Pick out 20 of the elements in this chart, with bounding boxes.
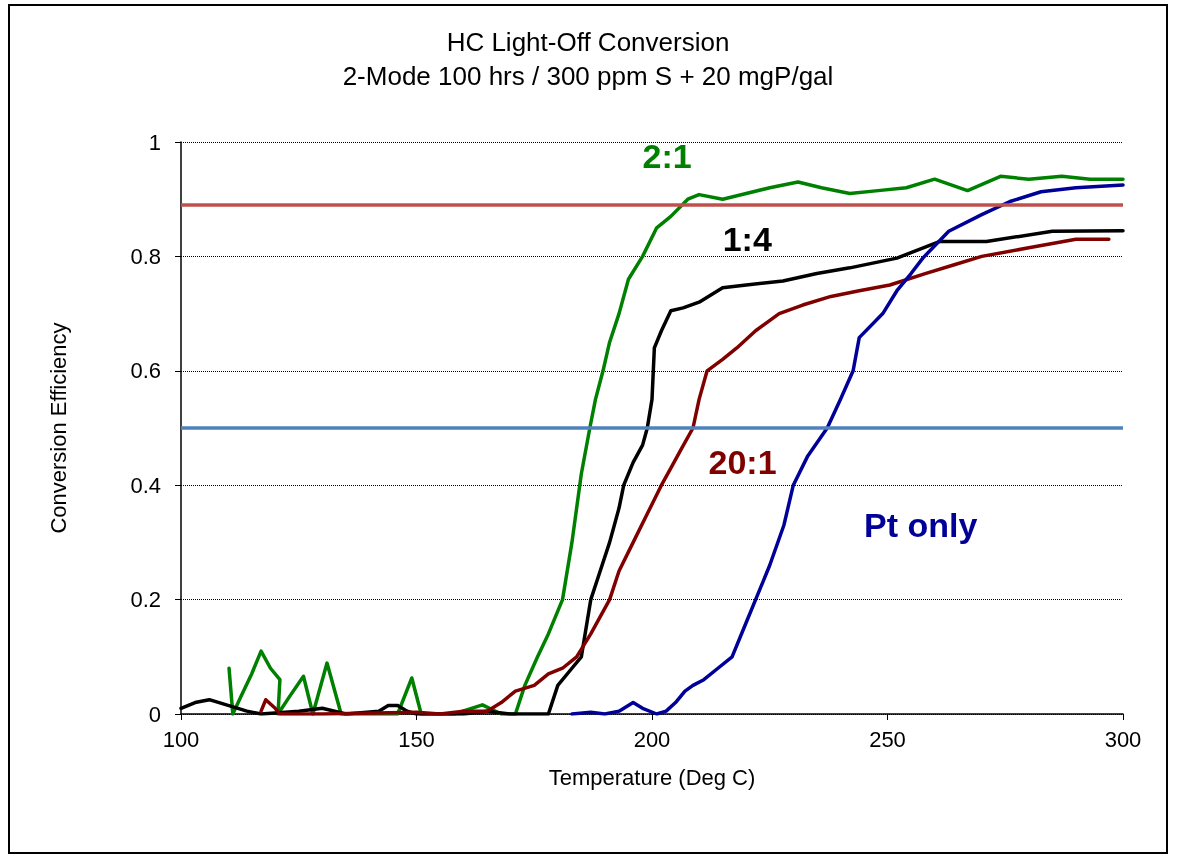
y-tick-label: 0.4 bbox=[130, 472, 161, 498]
line-series bbox=[570, 183, 1125, 716]
y-tick-label: 1 bbox=[148, 129, 161, 155]
y-tick-label: 0.8 bbox=[130, 243, 161, 269]
chart-title: HC Light-Off Conversion bbox=[446, 27, 730, 57]
x-tick-label: 200 bbox=[633, 726, 671, 752]
y-tick-label: 0 bbox=[148, 701, 161, 727]
text: Pt only bbox=[863, 506, 978, 545]
x-axis-title: Temperature (Deg C) bbox=[548, 764, 756, 790]
x-tick-label: 250 bbox=[869, 726, 906, 752]
x-tick-label: 300 bbox=[1104, 726, 1142, 752]
y-axis-title: Conversion Efficiency bbox=[45, 322, 71, 534]
y-tick-label: 0.6 bbox=[130, 358, 161, 384]
x-tick-label: 100 bbox=[162, 726, 200, 752]
series-label: 20:1 bbox=[708, 443, 777, 482]
series-label: 2:1 bbox=[642, 137, 692, 176]
y-tick-label: 0.2 bbox=[130, 587, 161, 613]
x-tick-label: 150 bbox=[398, 726, 435, 752]
series-label: 1:4 bbox=[722, 220, 772, 259]
chart-subtitle: 2-Mode 100 hrs / 300 ppm S + 20 mgP/gal bbox=[342, 61, 834, 91]
